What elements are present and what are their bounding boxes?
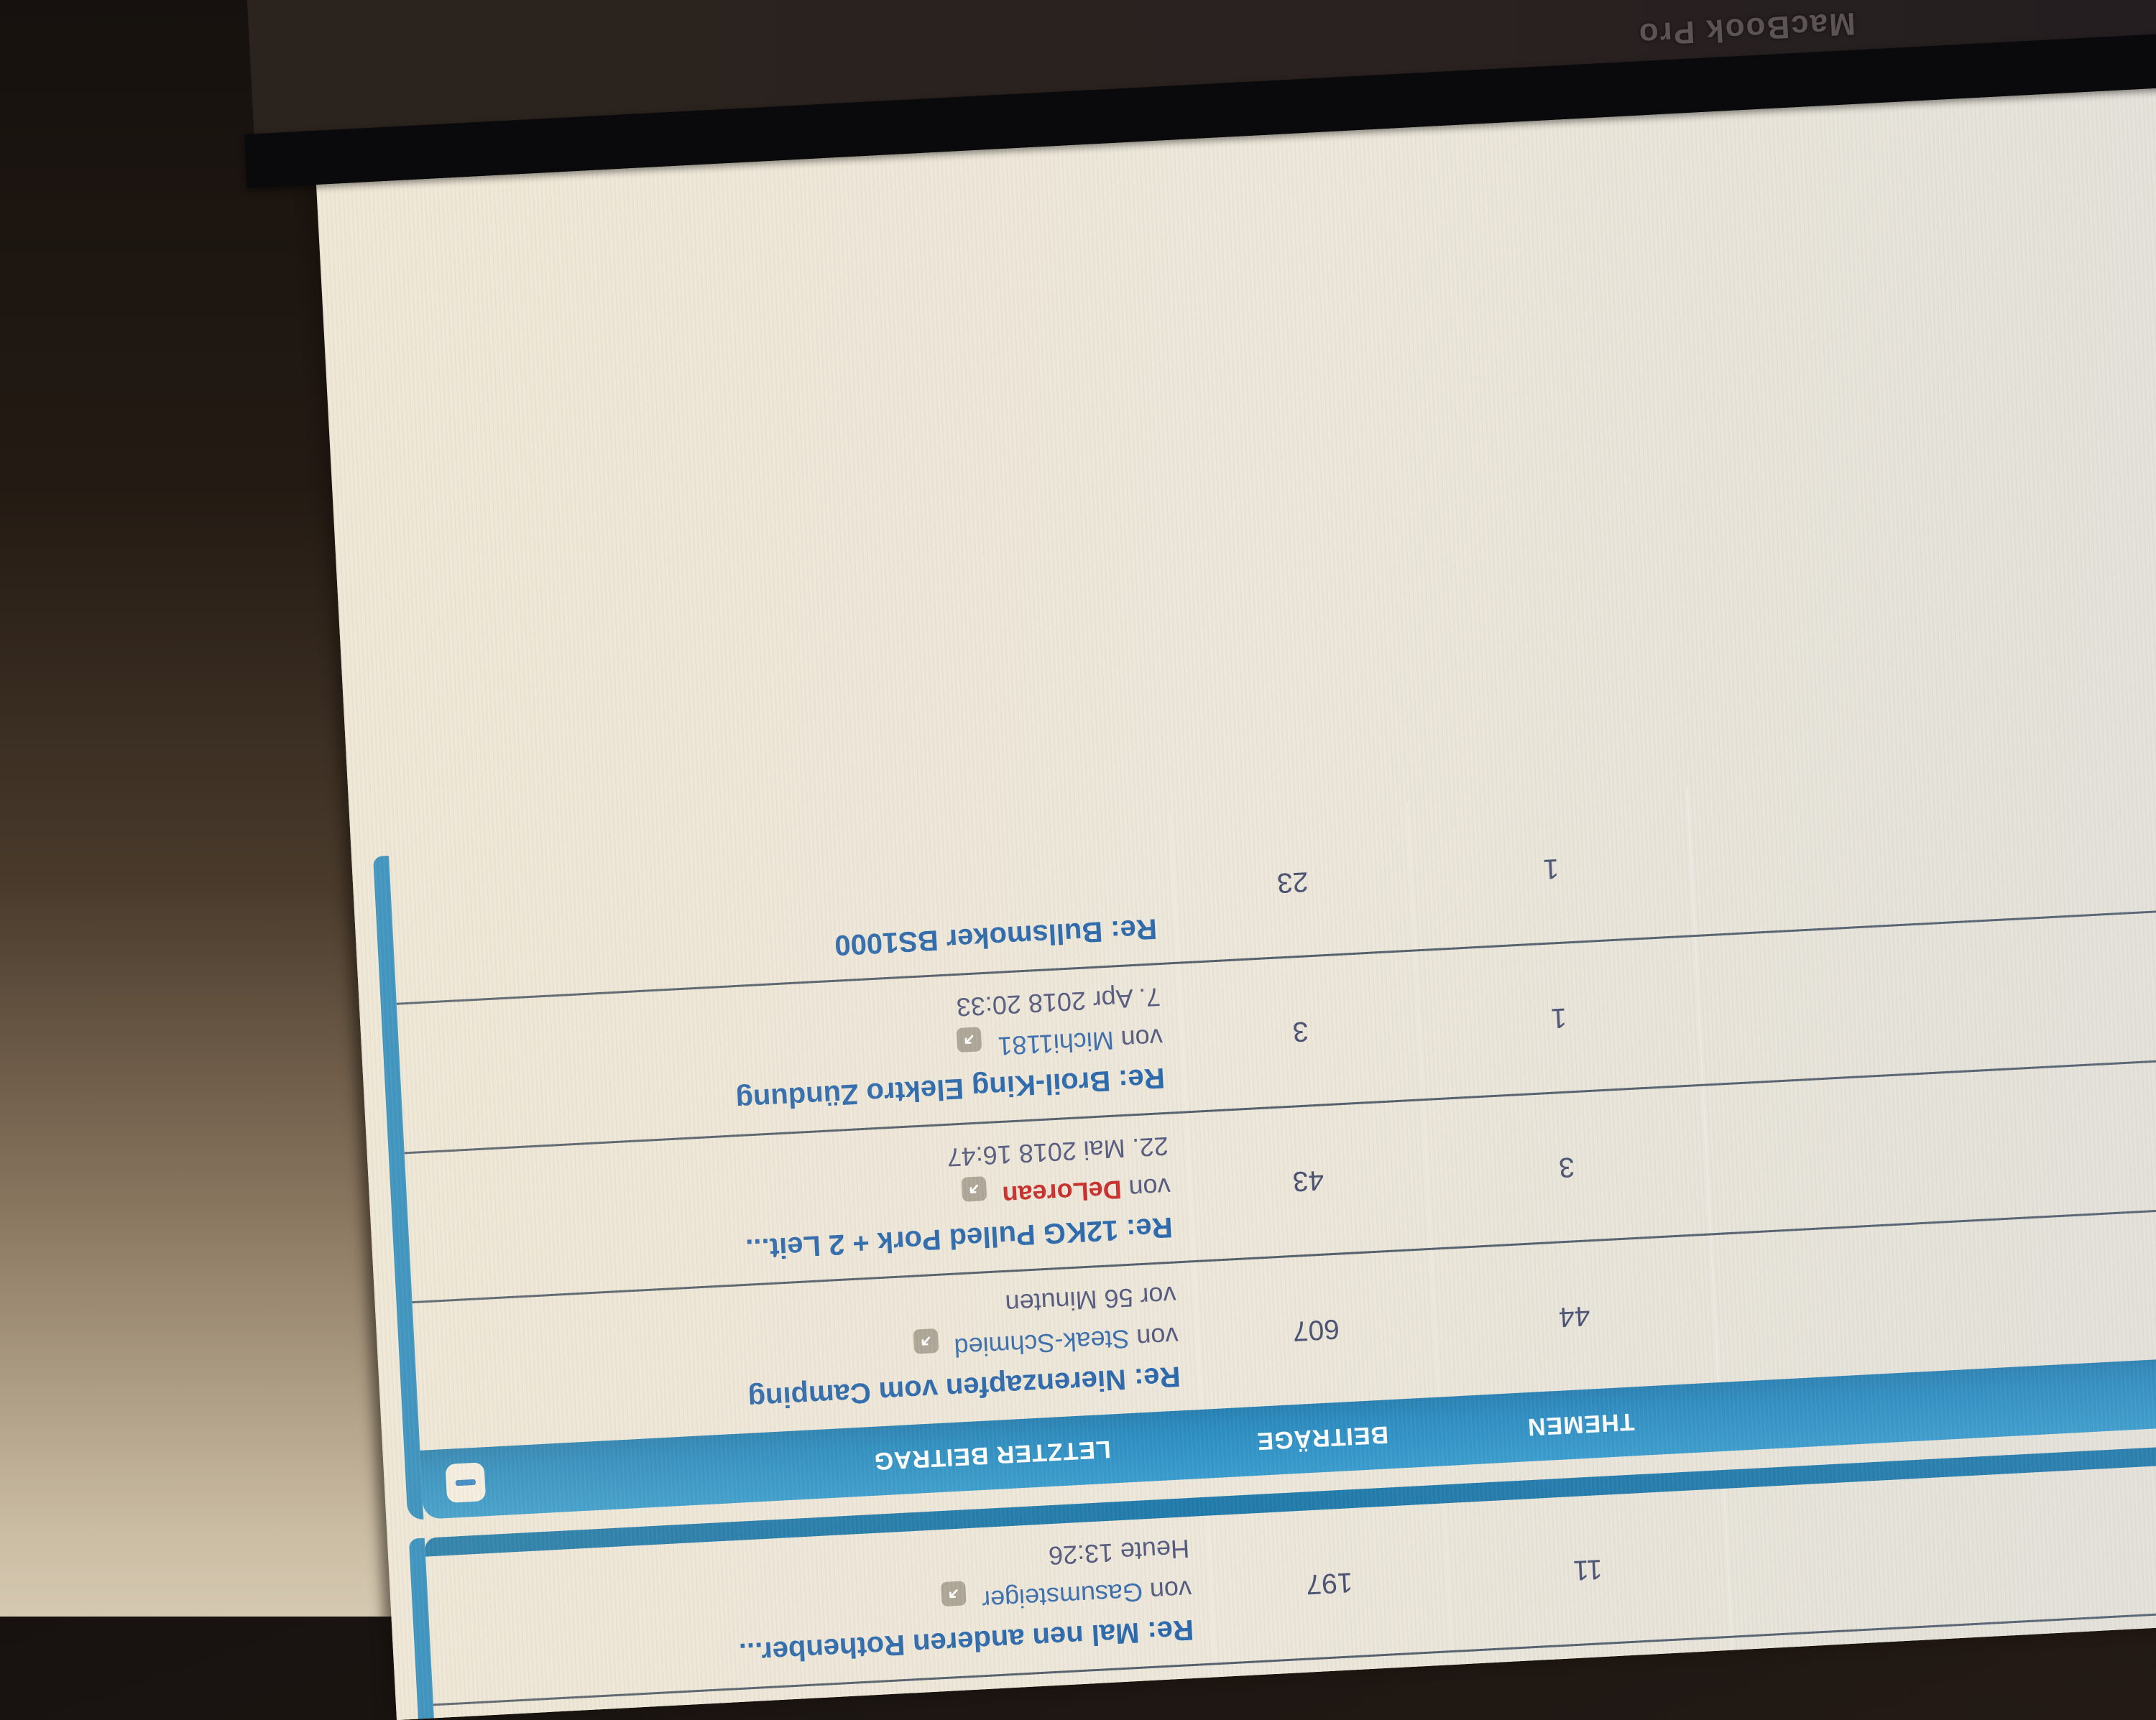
beitraege-count: 43 (1187, 1101, 1432, 1261)
von-label: von (1120, 1023, 1164, 1055)
themen-count: 44 (1431, 1235, 1719, 1397)
themen-column-header: THEMEN (1526, 1407, 1636, 1441)
collapse-category-button[interactable] (445, 1462, 487, 1503)
go-to-last-post-icon[interactable]: ➜ (913, 1328, 939, 1354)
go-to-last-post-icon[interactable]: ➜ (961, 1176, 987, 1202)
go-to-last-post-icon[interactable]: ➜ (957, 1027, 982, 1053)
topic-rows: 44 607 Re: Nierenzapfen vom Camping von … (389, 739, 2156, 1451)
beitraege-count: 23 (1171, 802, 1416, 962)
laptop-screen: Dein letzter Besuch: Heute 17:25 Foren a… (316, 81, 2156, 1720)
beitraege-count: 607 (1194, 1249, 1439, 1410)
beitraege-column-header: BEITRÄGE (1256, 1420, 1389, 1456)
topic-username[interactable]: Gasumsteiger (981, 1577, 1144, 1616)
von-label: von (1128, 1172, 1171, 1204)
topic-username[interactable]: Steak-Schmied (953, 1324, 1130, 1363)
upside-down-content: Dein letzter Besuch: Heute 17:25 Foren a… (334, 434, 2156, 1720)
themen-count: 7 (1452, 1637, 1741, 1720)
beitraege-count: 3 (1179, 951, 1424, 1111)
minus-icon (455, 1479, 476, 1486)
forum-name-cell (1688, 740, 2156, 935)
beitraege-count: 197 (1207, 1503, 1452, 1663)
topic-username[interactable]: Michi1181 (997, 1025, 1115, 1061)
von-label: von (1135, 1321, 1179, 1354)
von-label: von (1148, 1574, 1193, 1606)
forum-page: Dein letzter Besuch: Heute 17:25 Foren a… (334, 434, 2156, 1720)
forum-category-table: THEMEN BEITRÄGE LETZTER BEITRAG 44 607 R… (373, 739, 2156, 1520)
topic-username[interactable]: DeLorean (1001, 1175, 1123, 1211)
macbook-pro-label: MacBook Pro (1636, 5, 1857, 52)
themen-count: 11 (1445, 1488, 1733, 1651)
themen-count: 3 (1423, 1086, 1712, 1248)
themen-count: 1 (1408, 787, 1696, 950)
beitraege-count: 111 (1215, 1652, 1460, 1720)
go-to-last-post-icon[interactable]: ➜ (940, 1581, 967, 1607)
themen-count: 1 (1415, 936, 1704, 1099)
